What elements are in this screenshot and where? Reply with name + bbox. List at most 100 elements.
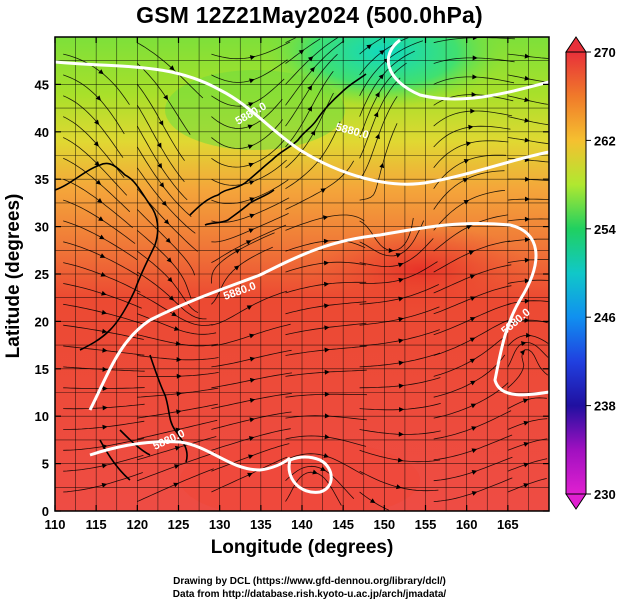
streamline-arrow	[99, 234, 105, 240]
x-tick-label: 150	[373, 517, 395, 532]
colorbar-body	[565, 51, 587, 495]
streamline-arrow	[471, 491, 478, 496]
streamline-arrow	[95, 95, 101, 101]
y-tick-label: 35	[35, 172, 49, 187]
streamline-arrow	[163, 219, 170, 225]
streamline-arrow	[397, 262, 404, 268]
streamline-arrow	[524, 278, 530, 284]
streamline-arrow	[102, 386, 108, 392]
data-credit: Data from http://database.rish.kyoto-u.a…	[172, 589, 447, 600]
streamline-arrow	[166, 257, 172, 263]
chart-title: GSM 12Z21May2024 (500.0hPa)	[136, 2, 483, 28]
coastlines	[55, 73, 367, 481]
streamline-arrow	[165, 237, 171, 244]
plot-area: 5880.0 5880.0 5880.0 5880.0 5880.0	[55, 37, 549, 511]
x-tick-label: 110	[45, 517, 66, 532]
streamline-arrow	[471, 469, 478, 475]
colorbar-label: 270	[594, 45, 616, 60]
streamline-arrow	[101, 482, 108, 488]
drawing-credit: Drawing by DCL (https://www.gfd-dennou.o…	[173, 576, 446, 587]
y-tick-label: 15	[35, 362, 49, 377]
streamline-arrow	[524, 298, 530, 304]
streamline-arrow	[320, 188, 326, 194]
streamline-arrow	[95, 179, 102, 185]
colorbar-label: 254	[594, 222, 616, 237]
streamline-arrow	[324, 369, 330, 375]
streamline-arrow	[323, 238, 329, 244]
streamline-arrow	[99, 253, 106, 258]
streamline-arrow	[471, 426, 477, 431]
streamline-arrow	[247, 472, 253, 478]
streamline-arrow	[249, 78, 255, 84]
streamline-arrow	[298, 49, 305, 55]
streamline-arrow	[398, 338, 404, 344]
streamline-arrow	[249, 213, 255, 219]
colorbar-ticks: 270 262 254 246 238 230	[586, 45, 616, 502]
streamline-arrow	[248, 102, 254, 107]
streamline-arrow	[524, 257, 530, 263]
streamline-arrow	[324, 325, 330, 331]
y-axis-ticks: 0 5 10 15 20 25 30 35 40 45	[35, 77, 549, 519]
streamline-arrow	[176, 373, 182, 379]
x-tick-label: 130	[209, 517, 231, 532]
streamline-arrow	[375, 91, 380, 98]
streamline-arrow	[97, 197, 103, 203]
colorbar-bottom-arrow	[565, 493, 587, 510]
streamline-arrow	[366, 44, 372, 50]
streamline-arrow	[323, 453, 329, 458]
streamline-arrow	[307, 85, 313, 91]
streamline-arrow	[379, 50, 385, 55]
streamline-arrow	[398, 316, 404, 322]
streamline-arrow	[471, 448, 478, 454]
streamline-arrow	[395, 253, 402, 258]
streamline-arrow	[323, 260, 330, 266]
streamline-arrow	[157, 163, 163, 169]
streamline-arrow	[101, 328, 108, 334]
streamline-arrow	[470, 380, 476, 386]
streamline-arrow	[156, 142, 162, 149]
streamline-arrow	[468, 250, 475, 256]
streamline-arrow	[102, 424, 108, 430]
streamline-arrow	[161, 200, 167, 207]
streamline-arrow	[249, 356, 256, 362]
colorbar-label: 262	[594, 133, 616, 148]
streamline-arrow	[375, 133, 380, 140]
streamline-arrow	[102, 366, 108, 372]
x-axis-label: Longitude (degrees)	[210, 537, 394, 558]
colorbar: 270 262 254 246 238 230	[565, 36, 616, 510]
streamline-arrow	[249, 377, 256, 383]
streamline-arrow	[398, 277, 404, 283]
x-tick-label: 120	[126, 517, 148, 532]
streamline-arrow	[323, 281, 330, 287]
x-tick-label: 160	[456, 517, 478, 532]
streamline-arrow	[173, 326, 180, 331]
streamline-arrow	[233, 265, 240, 271]
streamline-arrow	[163, 94, 169, 101]
streamline-arrow	[310, 130, 316, 136]
x-tick-label: 115	[86, 517, 107, 532]
cold-region-west	[165, 70, 345, 150]
streamline-arrow	[248, 228, 255, 234]
streamline-arrow	[524, 216, 530, 222]
colorbar-label: 246	[594, 310, 616, 325]
streamline-arrow	[324, 347, 330, 353]
streamline-arrow	[524, 137, 530, 143]
streamline-arrow	[470, 108, 476, 114]
streamline-arrow	[168, 295, 175, 301]
streamline-arrow	[307, 106, 312, 112]
streamline-arrow	[101, 463, 108, 469]
x-axis-ticks: 110 115 120 125 130 135 140 145 150 155 160 165	[45, 37, 519, 532]
streamline-arrow	[379, 162, 385, 169]
streamline-arrow	[396, 484, 402, 490]
streamline-arrow	[324, 434, 330, 440]
streamline-arrow	[158, 120, 164, 126]
streamline-arrow	[324, 391, 330, 397]
streamline-arrow	[246, 305, 253, 310]
streamline-arrow	[249, 55, 256, 60]
streamline-arrow	[174, 445, 181, 451]
streamline-arrow	[249, 197, 255, 202]
streamline-arrow	[524, 53, 530, 59]
streamline-arrow	[167, 276, 173, 283]
streamline-arrow	[101, 290, 107, 296]
streamline-arrow	[249, 333, 255, 339]
